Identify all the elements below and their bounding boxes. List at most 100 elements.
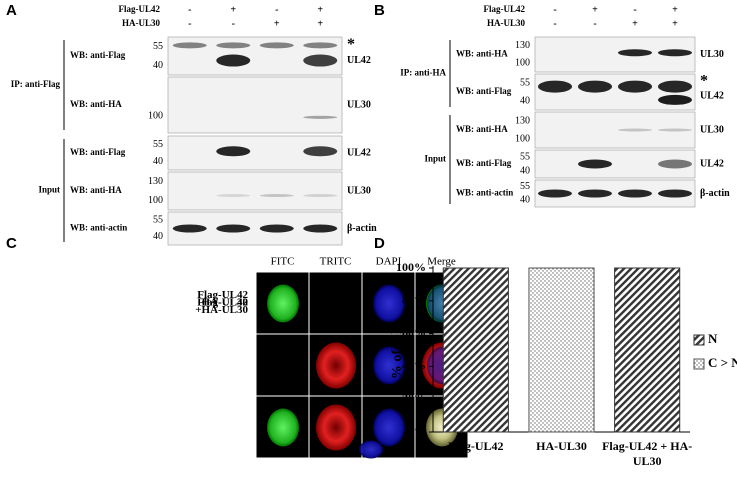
target-label: * — [347, 36, 355, 53]
band — [578, 159, 612, 169]
legend-swatch — [693, 358, 705, 370]
antibody-label: WB: anti-HA — [456, 124, 508, 134]
mw-marker: 100 — [148, 110, 163, 121]
legend-swatch — [693, 334, 705, 346]
band — [578, 80, 612, 93]
mw-marker: 55 — [153, 41, 163, 52]
target-label: β-actin — [700, 188, 730, 199]
mw-marker: 40 — [153, 156, 163, 167]
target-label: β-actin — [347, 223, 377, 234]
treatment-sign: - — [275, 4, 278, 15]
band — [618, 128, 652, 132]
blot — [534, 111, 696, 149]
mw-marker: 100 — [515, 58, 530, 69]
y-tick-label: 40% — [402, 358, 426, 372]
band — [658, 49, 692, 57]
mw-marker: 40 — [520, 165, 530, 176]
mw-marker: 55 — [153, 139, 163, 150]
row-label: HA-UL30 — [202, 297, 249, 309]
mw-marker: 100 — [515, 133, 530, 144]
bar-segment — [442, 267, 509, 433]
treatment-sign: + — [274, 18, 280, 29]
antibody-label: WB: anti-Flag — [70, 50, 126, 60]
x-tick-label: Flag-UL42 + HA-UL30 — [602, 439, 693, 468]
x-tick-label: HA-UL30 — [536, 439, 587, 453]
panel-label: D — [374, 235, 385, 252]
band — [303, 42, 338, 49]
antibody-label: WB: anti-actin — [70, 223, 127, 233]
band — [172, 224, 207, 233]
treatment-sign: - — [553, 18, 556, 29]
cell-signal — [267, 284, 299, 323]
band — [259, 194, 294, 198]
cell-signal — [373, 408, 405, 447]
antibody-label: WB: anti-Flag — [456, 86, 512, 96]
channel-label: Merge — [427, 256, 456, 268]
mw-marker: 100 — [148, 195, 163, 206]
bar-segment — [528, 267, 595, 433]
x-tick-text: Flag-UL42 + HA-UL30 — [602, 439, 693, 468]
target-label: UL42 — [347, 55, 371, 66]
band — [303, 115, 338, 119]
target-label: UL42 — [700, 91, 724, 102]
cell-signal — [373, 346, 405, 385]
treatment-label: HA-UL30 — [122, 18, 160, 28]
target-label: UL42 — [347, 147, 371, 158]
panel-label: C — [6, 235, 17, 252]
channel-label: FITC — [271, 256, 295, 268]
band — [303, 194, 338, 198]
mw-marker: 130 — [148, 176, 163, 187]
x-tick-text: HA-UL30 — [536, 439, 587, 453]
treatment-sign: - — [188, 4, 191, 15]
band — [216, 54, 251, 67]
target-label: UL30 — [700, 124, 724, 135]
row-label: Flag-UL42 — [197, 297, 248, 309]
treatment-sign: + — [230, 4, 236, 15]
legend-label: C > N — [708, 355, 737, 370]
band — [658, 128, 692, 132]
cell-signal — [373, 284, 405, 323]
band — [658, 80, 692, 93]
group-label: Input — [424, 154, 446, 164]
band — [658, 189, 692, 198]
mw-marker: 55 — [520, 151, 530, 162]
band — [618, 49, 652, 57]
micrograph — [256, 334, 309, 396]
group-label: Input — [38, 185, 60, 195]
treatment-sign: - — [553, 4, 556, 15]
y-tick-label: 60% — [402, 325, 426, 339]
band — [658, 94, 692, 105]
cell-signal — [316, 404, 356, 451]
y-tick-label: 80% — [402, 293, 426, 307]
band — [259, 42, 294, 49]
y-axis-label: % of cells — [390, 320, 405, 379]
antibody-label: WB: anti-Flag — [456, 158, 512, 168]
band — [658, 159, 692, 169]
treatment-label: Flag-UL42 — [119, 4, 161, 14]
mw-marker: 40 — [153, 60, 163, 71]
x-tick-label: Flag-UL42 — [448, 439, 503, 453]
mw-marker: 55 — [520, 181, 530, 192]
target-label: UL30 — [700, 49, 724, 60]
mw-marker: 40 — [153, 231, 163, 242]
mw-marker: 130 — [515, 115, 530, 126]
treatment-sign: - — [593, 18, 596, 29]
antibody-label: WB: anti-HA — [70, 185, 122, 195]
bar-segment — [614, 267, 681, 433]
band — [303, 146, 338, 157]
band — [538, 80, 572, 93]
treatment-sign: + — [632, 18, 638, 29]
legend-label: N — [708, 331, 718, 346]
cell-signal — [316, 342, 356, 389]
micrograph — [309, 272, 362, 334]
target-label: UL30 — [347, 99, 371, 110]
treatment-sign: - — [188, 18, 191, 29]
target-label: UL30 — [347, 185, 371, 196]
mw-marker: 55 — [153, 215, 163, 226]
channel-label: DAPI — [376, 256, 402, 268]
band — [216, 224, 251, 233]
target-label: * — [700, 73, 708, 90]
mw-marker: 55 — [520, 77, 530, 88]
mw-marker: 40 — [520, 95, 530, 106]
